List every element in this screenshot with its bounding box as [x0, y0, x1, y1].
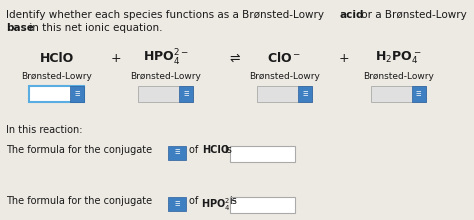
Text: ⇌: ⇌ [229, 51, 240, 64]
Text: Brønsted-Lowry: Brønsted-Lowry [21, 72, 92, 81]
Text: acid: acid [340, 10, 365, 20]
Bar [179, 86, 193, 102]
Text: H$_2$PO$_4^-$: H$_2$PO$_4^-$ [375, 50, 421, 66]
Bar [168, 197, 186, 211]
Text: Identify whether each species functions as a Brønsted-Lowry: Identify whether each species functions … [6, 10, 327, 20]
Bar [371, 86, 426, 102]
Bar [138, 86, 193, 102]
Text: HPO$_4^{2-}$: HPO$_4^{2-}$ [201, 196, 237, 213]
Bar [70, 86, 84, 102]
Text: In this reaction:: In this reaction: [6, 125, 82, 135]
Text: Brønsted-Lowry: Brønsted-Lowry [363, 72, 434, 81]
Text: +: + [338, 51, 349, 64]
Text: in this net ionic equation.: in this net ionic equation. [26, 23, 163, 33]
Text: The formula for the conjugate: The formula for the conjugate [6, 145, 152, 155]
Text: ☰: ☰ [183, 92, 189, 97]
Text: ☰: ☰ [302, 92, 308, 97]
Text: +: + [111, 51, 121, 64]
Text: HPO$_4^{2-}$: HPO$_4^{2-}$ [143, 48, 189, 68]
Text: HClO: HClO [40, 51, 74, 64]
Text: ☰: ☰ [174, 150, 180, 156]
Text: ClO$^-$: ClO$^-$ [267, 51, 301, 65]
Text: ☰: ☰ [174, 202, 180, 207]
Bar [29, 86, 84, 102]
Text: HCIO: HCIO [202, 145, 229, 155]
Text: of: of [189, 196, 201, 206]
Bar [230, 146, 295, 162]
Text: ☰: ☰ [74, 92, 80, 97]
Text: The formula for the conjugate: The formula for the conjugate [6, 196, 152, 206]
Text: Brønsted-Lowry: Brønsted-Lowry [130, 72, 201, 81]
Bar [411, 86, 426, 102]
Bar [230, 197, 295, 213]
Bar [168, 146, 186, 160]
Text: or a Brønsted-Lowry: or a Brønsted-Lowry [358, 10, 467, 20]
Text: is: is [229, 196, 237, 206]
Text: is: is [224, 145, 232, 155]
Text: ☰: ☰ [416, 92, 421, 97]
Text: of: of [189, 145, 201, 155]
Text: base: base [6, 23, 34, 33]
Bar [257, 86, 312, 102]
Bar [298, 86, 312, 102]
Text: Brønsted-Lowry: Brønsted-Lowry [249, 72, 320, 81]
